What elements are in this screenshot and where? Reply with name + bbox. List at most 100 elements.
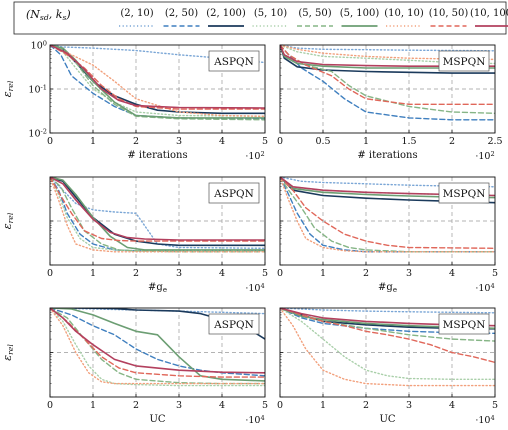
panel-middle-left-ylabel: εrel​ [1, 212, 15, 229]
panel-bottom-left: 0 1 2 3 4 5 ASPQN UC ·104​ εrel​ [1, 307, 268, 426]
panel-top-left-line-10-50 [50, 45, 265, 110]
panel-top-left-box-label: ASPQN [213, 56, 254, 68]
panel-middle-left-line-10-50 [50, 177, 265, 242]
panel-bottom-right-box-label-frame [438, 313, 490, 335]
legend-label-2-50: (2, 50) [165, 8, 198, 19]
panel-middle-left-series [50, 177, 265, 253]
panel-top-left-line-10-100 [50, 45, 265, 109]
panel-bottom-right-line-2-10 [280, 308, 495, 314]
panel-bottom-left-box-label-frame [208, 313, 260, 335]
panel-bottom-right-line-10-50 [280, 308, 495, 364]
panel-bottom-left-xtick-label: 0 [47, 400, 53, 411]
panel-bottom-left-line-10-10 [50, 308, 265, 385]
panel-bottom-left-xtick-label: 3 [176, 400, 182, 411]
panel-top-left-xtick-label: 5 [262, 136, 268, 147]
panel-middle-left-line-10-10 [50, 177, 265, 253]
panel-top-left-ytick-label: 10-1​ [28, 84, 47, 96]
panel-bottom-left-xtick-label: 4 [219, 400, 225, 411]
panel-middle-right: 0 1 2 3 4 5 MSPQN #ge​ ·104​ [277, 176, 498, 294]
panel-bottom-right-xlabel: UC [379, 414, 395, 425]
panel-middle-right-xtick-label: 2 [363, 268, 369, 279]
legend-header: (Nsd​, ks​) [26, 8, 71, 22]
panel-bottom-left-line-10-50 [50, 308, 265, 378]
panel-bottom-right-xtick-label: 5 [492, 400, 498, 411]
panel-middle-right-xtick-label: 4 [449, 268, 455, 279]
panel-top-left-xtick-label: 3 [176, 136, 182, 147]
panel-top-left-xlabel: # iterations [127, 150, 187, 161]
panel-top-left: 0 1 2 3 4 5 100​ 10-1​ 10-2​ ASPQN # iterations ·10… [1, 40, 268, 162]
panel-middle-left-line-5-100 [50, 177, 265, 251]
legend-label-5-10: (5, 10) [254, 8, 287, 19]
panel-top-right-xtick-label: 1 [363, 136, 369, 147]
panel-middle-right-line-10-50 [280, 177, 495, 249]
panel-middle-left-box-label-frame [208, 182, 260, 204]
panel-bottom-right-box-label: MSPQN [443, 319, 486, 331]
panel-bottom-right-xtick-label: 3 [406, 400, 412, 411]
legend-label-5-50: (5, 50) [298, 8, 331, 19]
panel-top-right-x-exponent: ·102​ [475, 150, 494, 162]
panel-top-left-ylabel: εrel​ [1, 80, 15, 97]
legend-label-2-100: (2, 100) [206, 8, 246, 19]
panel-bottom-left-ylabel: εrel​ [1, 344, 15, 361]
panel-middle-left-line-10-100 [50, 177, 265, 241]
legend-frame [13, 1, 507, 35]
panel-top-right-box-label-frame [438, 50, 490, 72]
panel-top-right-line-2-10 [280, 45, 495, 52]
panel-top-left-ytick-label: 10-2​ [28, 128, 47, 140]
panel-top-left-xtick-label: 4 [219, 136, 225, 147]
panel-top-left-ytick-label: 100​ [31, 40, 47, 52]
panel-middle-left-box-label: ASPQN [213, 188, 254, 200]
panel-middle-right-xtick-label: 0 [277, 268, 283, 279]
panel-middle-right-series [280, 177, 495, 253]
panel-top-right-xtick-label: 2 [449, 136, 455, 147]
panel-middle-left-x-exponent: ·104​ [245, 282, 264, 294]
panel-middle-left-xtick-label: 1 [90, 268, 96, 279]
panel-middle-left-xtick-label: 3 [176, 268, 182, 279]
panel-top-right-xtick-label: 1.5 [401, 136, 416, 147]
panel-bottom-right-xtick-label: 4 [449, 400, 455, 411]
panel-top-right-xtick-label: 2.5 [487, 136, 502, 147]
panel-top-left-xtick-label: 2 [133, 136, 139, 147]
panel-top-right: 0 0.5 1 1.5 2 2.5 MSPQN # iterations ·102​ [277, 44, 503, 162]
panel-bottom-right-xtick-label: 1 [320, 400, 326, 411]
panel-middle-right-xtick-label: 3 [406, 268, 412, 279]
panel-middle-right-box-label-frame [438, 182, 490, 204]
panel-top-left-box-label-frame [208, 50, 260, 72]
panel-middle-left-xtick-label: 2 [133, 268, 139, 279]
panel-bottom-left-box-label: ASPQN [213, 319, 254, 331]
panel-bottom-left-line-2-50 [50, 308, 265, 377]
legend-label-5-100: (5, 100) [340, 8, 380, 19]
panel-middle-left: 0 1 2 3 4 5 ASPQN #ge​ ·104​ εrel​ [1, 176, 268, 294]
panel-middle-left-line-5-10 [50, 177, 265, 252]
panel-middle-right-xtick-label: 1 [320, 268, 326, 279]
panel-middle-right-line-10-10 [280, 177, 495, 253]
panel-top-right-box-label: MSPQN [443, 56, 486, 68]
panel-middle-right-x-exponent: ·104​ [475, 282, 494, 294]
panel-bottom-left-line-5-100 [50, 308, 265, 382]
panel-middle-left-xtick-label: 4 [219, 268, 225, 279]
panel-bottom-left-x-exponent: ·104​ [245, 414, 264, 426]
panel-bottom-left-xlabel: UC [149, 414, 165, 425]
panel-bottom-right-xtick-label: 2 [363, 400, 369, 411]
panel-top-left-xtick-label: 1 [90, 136, 96, 147]
panel-middle-left-line-2-10 [50, 177, 265, 249]
panel-bottom-left-xtick-label: 2 [133, 400, 139, 411]
panel-middle-right-xlabel: #ge​ [378, 282, 397, 294]
panel-top-left-series [50, 45, 265, 121]
panel-middle-left-xtick-label: 5 [262, 268, 268, 279]
panels: 0 1 2 3 4 5 100​ 10-1​ 10-2​ ASPQN # iterations ·10… [1, 40, 503, 426]
panel-bottom-right: 0 1 2 3 4 5 MSPQN UC ·104​ [277, 307, 498, 426]
panel-bottom-left-line-10-100 [50, 308, 265, 374]
panel-top-right-xlabel: # iterations [357, 150, 417, 161]
panel-bottom-right-x-exponent: ·104​ [475, 414, 494, 426]
legend-label-2-10: (2, 10) [120, 8, 153, 19]
legend-label-10-50: (10, 50) [429, 8, 469, 19]
panel-top-right-line-2-100 [280, 45, 495, 74]
panel-bottom-right-line-5-50 [280, 308, 495, 342]
panel-top-right-xtick-label: 0.5 [315, 136, 330, 147]
panel-middle-right-line-5-50 [280, 177, 495, 253]
panel-bottom-right-xtick-label: 0 [277, 400, 283, 411]
panel-top-left-x-exponent: ·102​ [245, 150, 264, 162]
legend-label-10-10: (10, 10) [384, 8, 424, 19]
